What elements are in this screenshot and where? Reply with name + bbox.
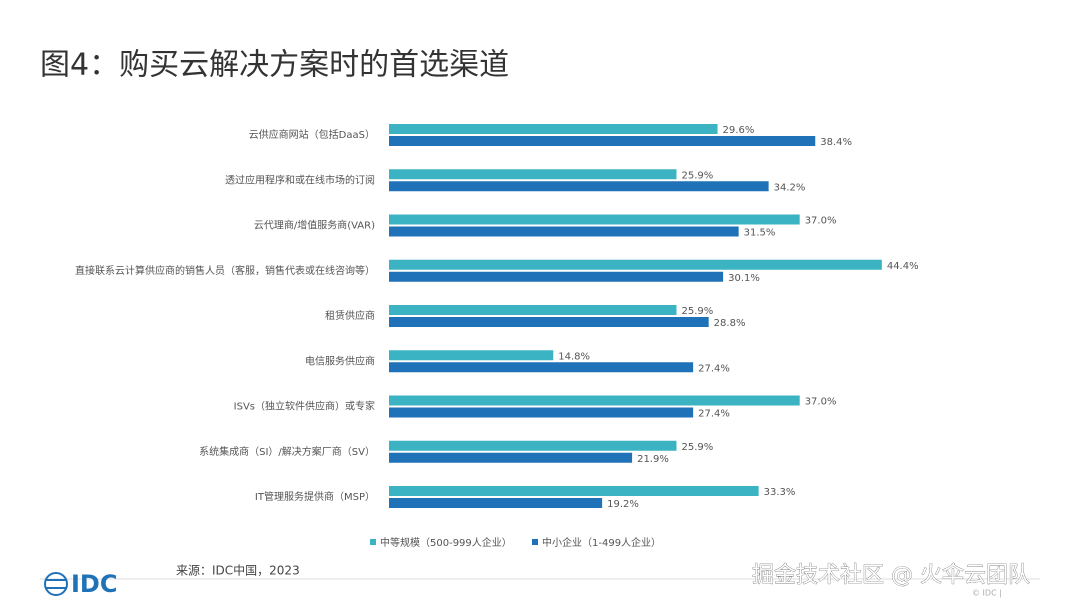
bar	[389, 407, 694, 418]
copyright: © IDC |	[972, 589, 1002, 598]
bar	[389, 271, 724, 282]
category-label: 云供应商网站（包括DaaS）	[249, 128, 375, 141]
value-label: 29.6%	[723, 125, 755, 136]
bar	[389, 214, 800, 225]
bar	[389, 124, 718, 134]
legend-swatch	[532, 539, 538, 545]
bar	[389, 452, 633, 463]
category-label: 电信服务供应商	[305, 354, 375, 367]
bar	[389, 350, 554, 361]
chart-title: 图4：购买云解决方案时的首选渠道	[40, 48, 509, 83]
category-label: IT管理服务提供商（MSP）	[255, 490, 375, 503]
category-label: 系统集成商（SI）/解决方案厂商（SV）	[199, 445, 375, 458]
bar	[389, 226, 739, 237]
value-label: 33.3%	[764, 487, 796, 498]
value-label: 21.9%	[637, 454, 669, 465]
value-label: 25.9%	[681, 442, 713, 453]
bar	[389, 259, 882, 270]
value-label: 25.9%	[681, 306, 713, 317]
value-label: 30.1%	[728, 273, 760, 284]
category-label: 租赁供应商	[325, 309, 375, 322]
category-label: 直接联系云计算供应商的销售人员（客服，销售代表或在线咨询等）	[75, 264, 375, 277]
value-label: 27.4%	[698, 409, 730, 420]
category-label: ISVs（独立软件供应商）或专家	[234, 400, 375, 413]
bar	[389, 181, 769, 192]
bar	[389, 169, 677, 180]
bar	[389, 317, 709, 327]
watermark: 掘金技术社区 @ 火伞云团队	[752, 563, 1030, 588]
bar	[389, 362, 694, 373]
bar	[389, 395, 800, 406]
value-label: 31.5%	[744, 228, 776, 239]
legend-label: 中等规模（500-999人企业）	[380, 536, 512, 549]
value-label: 37.0%	[805, 397, 837, 408]
legend-label: 中小企业（1-499人企业）	[542, 536, 661, 549]
source-note: 来源：IDC中国，2023	[176, 563, 300, 578]
category-label: 透过应用程序和或在线市场的订阅	[225, 173, 375, 186]
value-label: 14.8%	[558, 351, 590, 362]
bar	[389, 486, 759, 496]
value-label: 44.4%	[887, 261, 919, 272]
legend-swatch	[370, 539, 376, 545]
bar	[389, 440, 677, 451]
value-label: 37.0%	[805, 216, 837, 227]
bar	[389, 498, 603, 508]
value-label: 34.2%	[774, 182, 806, 193]
bar	[389, 136, 816, 146]
logo-ring	[44, 572, 68, 596]
logo-text: IDC	[71, 570, 117, 598]
value-label: 19.2%	[607, 499, 639, 510]
bar	[389, 305, 677, 315]
category-label: 云代理商/增值服务商(VAR)	[254, 219, 375, 232]
value-label: 27.4%	[698, 363, 730, 374]
value-label: 38.4%	[820, 137, 852, 148]
value-label: 25.9%	[681, 170, 713, 181]
idc-logo: IDC	[44, 570, 117, 598]
value-label: 28.8%	[714, 318, 746, 329]
